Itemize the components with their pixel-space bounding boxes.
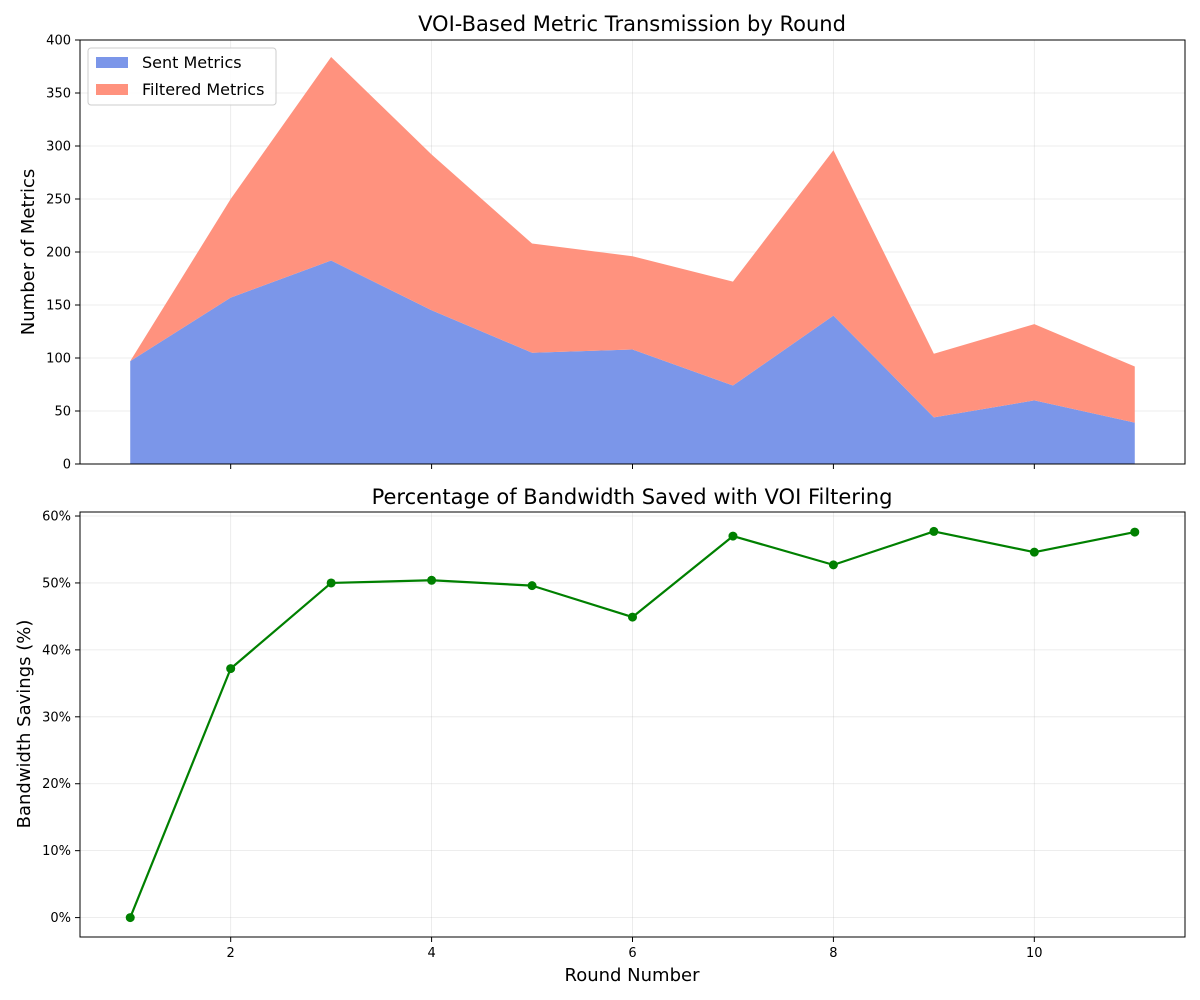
bottom-y-tick-label: 50% [42,576,71,591]
legend-box [87,47,277,106]
top-chart-panel: VOI-Based Metric Transmission by Round N… [18,12,1186,473]
bottom-chart-series [125,526,1140,923]
legend-swatch-filtered [96,84,128,95]
bottom-x-tick-label: 2 [227,946,235,961]
bottom-chart-panel: Percentage of Bandwidth Saved with VOI F… [14,485,1186,986]
bottom-chart-y-ticks: 0% 10% 20% 30% 40% 50% 60% [42,510,80,926]
bottom-y-tick-label: 10% [42,844,71,859]
bandwidth-savings-point [628,612,637,622]
bandwidth-savings-point [828,560,838,570]
bottom-chart-title: Percentage of Bandwidth Saved with VOI F… [372,485,893,509]
bottom-y-tick-label: 20% [42,777,71,792]
legend-swatch-sent [96,57,128,68]
top-chart-y-ticks: 0 50 100 150 200 250 300 350 400 [46,34,80,473]
bottom-x-tick-label: 6 [628,946,636,961]
bottom-y-tick-label: 40% [42,643,71,658]
top-chart-areas [130,56,1135,464]
top-y-tick-label: 150 [46,299,71,314]
top-chart-y-axis-label: Number of Metrics [18,169,39,335]
bottom-y-tick-label: 0% [50,911,71,926]
bandwidth-savings-point [929,526,939,536]
top-y-tick-label: 250 [46,193,71,208]
bandwidth-savings-point [226,664,236,674]
bandwidth-savings-point [326,578,336,588]
bandwidth-savings-point [125,913,135,923]
filtered-metrics-area [130,56,1135,423]
bottom-y-tick-label: 30% [42,710,71,725]
top-y-tick-label: 100 [46,352,71,367]
bottom-chart-x-ticks: 2 4 6 8 10 [227,937,1043,961]
bandwidth-savings-point [527,581,537,591]
top-y-tick-label: 0 [63,458,71,473]
bottom-x-tick-label: 4 [427,946,435,961]
top-y-tick-label: 300 [46,140,71,155]
sent-metrics-area [130,260,1135,464]
top-y-tick-label: 200 [46,246,71,261]
top-y-tick-label: 400 [46,34,71,49]
top-chart-legend: Sent Metrics Filtered Metrics [87,47,277,106]
top-y-tick-label: 50 [54,405,71,420]
bandwidth-savings-point [427,575,437,585]
top-chart-frame [79,39,1186,465]
top-y-tick-label: 350 [46,87,71,102]
bottom-x-tick-label: 8 [829,946,837,961]
bottom-chart-y-axis-label: Bandwidth Savings (%) [14,620,35,829]
bottom-y-tick-label: 60% [42,510,71,525]
bottom-x-tick-label: 10 [1026,946,1043,961]
top-chart-title: VOI-Based Metric Transmission by Round [418,12,846,36]
legend-label-sent: Sent Metrics [142,53,242,72]
bottom-chart-grid [80,512,1185,937]
bandwidth-savings-point [1130,527,1140,537]
bottom-chart-frame [79,511,1186,938]
bandwidth-savings-point [1029,547,1039,557]
bottom-chart-x-axis-label: Round Number [565,965,701,986]
legend-label-filtered: Filtered Metrics [142,80,264,99]
top-chart-x-ticks [230,464,1035,469]
bandwidth-savings-point [728,531,738,541]
